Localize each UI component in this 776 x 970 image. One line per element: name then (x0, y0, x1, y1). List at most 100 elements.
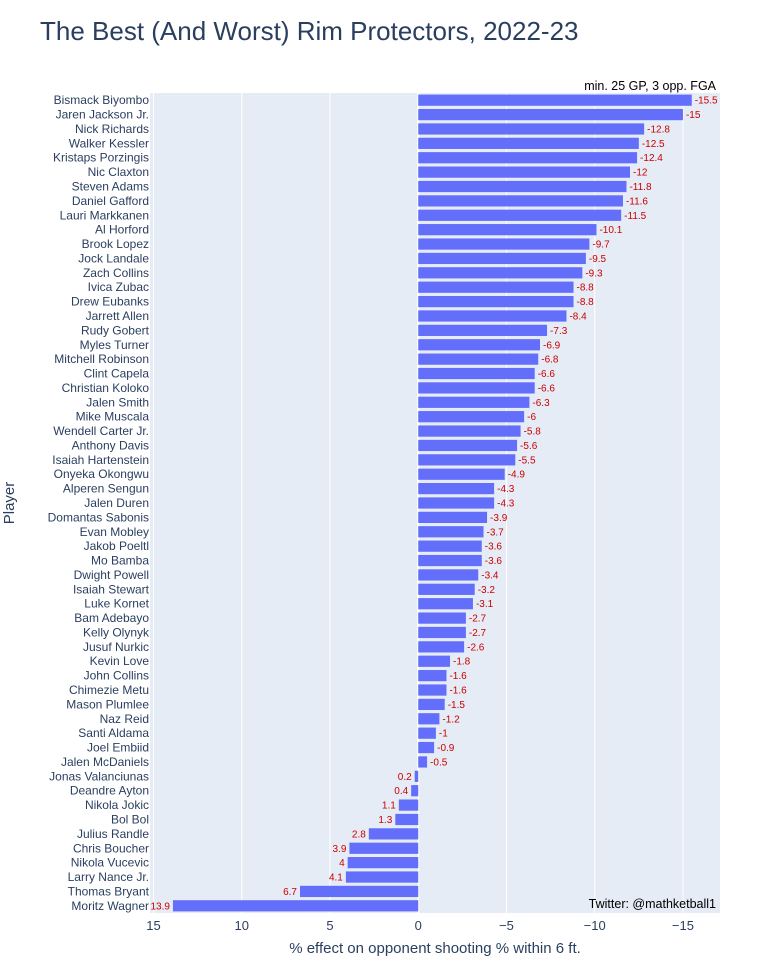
value-label: -4.9 (508, 470, 526, 481)
y-tick-label: Mo Bamba (91, 554, 149, 568)
value-label: -3.2 (478, 585, 496, 596)
value-label: -9.5 (589, 254, 607, 265)
y-tick-label: Clint Capela (84, 367, 150, 381)
x-tick-label: 5 (326, 918, 333, 933)
value-label: -1.2 (442, 714, 460, 725)
bar (418, 252, 586, 265)
y-tick-label: Nic Claxton (88, 165, 149, 179)
value-label: -12.5 (642, 139, 665, 150)
y-tick-label: Luke Kornet (84, 597, 149, 611)
annotation-bottom: Twitter: @mathketball1 (589, 897, 716, 911)
bars (172, 94, 692, 912)
y-tick-label: Santi Aldama (78, 726, 149, 740)
value-label: -8.8 (577, 297, 595, 308)
y-tick-label: Daniel Gafford (72, 194, 149, 208)
y-tick-label: Isaiah Stewart (73, 582, 150, 596)
value-label: -3.9 (490, 513, 508, 524)
bar (418, 670, 447, 682)
y-tick-label: Jakob Poeltl (84, 539, 149, 553)
value-label: -9.3 (585, 268, 603, 279)
value-label: -5.6 (520, 441, 538, 452)
bar (418, 684, 447, 696)
y-tick-label: Onyeka Okongwu (54, 467, 149, 481)
bar (418, 526, 484, 538)
y-tick-label: Myles Turner (80, 338, 149, 352)
value-label: -4.3 (497, 484, 515, 495)
bar (418, 468, 505, 480)
value-label: 0.2 (398, 772, 412, 783)
y-tick-label: Jaren Jackson Jr. (56, 108, 149, 122)
y-tick-label: Kevin Love (90, 654, 150, 668)
value-labels: -15.5-15-12.8-12.5-12.4-12-11.8-11.6-11.… (150, 96, 718, 913)
bar (418, 137, 639, 149)
value-label: -1.8 (453, 657, 471, 668)
bar (418, 425, 521, 437)
bar (414, 770, 419, 782)
x-tick-label: −10 (584, 918, 606, 933)
y-tick-label: Al Horford (95, 223, 149, 237)
value-label: -12.8 (647, 124, 670, 135)
bar (418, 396, 530, 408)
y-tick-label: Chris Boucher (73, 841, 149, 855)
value-label: -3.6 (485, 542, 503, 553)
bar (418, 382, 535, 394)
value-label: -6.6 (538, 369, 556, 380)
y-tick-label: Nick Richards (75, 122, 149, 136)
value-label: 1.3 (378, 815, 392, 826)
bar (418, 454, 516, 466)
x-tick-label: −5 (499, 918, 514, 933)
annotation-top: min. 25 GP, 3 opp. FGA (584, 79, 716, 93)
bar (418, 727, 436, 739)
bar (418, 180, 627, 193)
y-tick-label: Brook Lopez (82, 237, 149, 251)
bar (418, 152, 638, 164)
value-label: -12.4 (640, 153, 663, 164)
value-label: -3.4 (481, 570, 499, 581)
bar (418, 281, 574, 293)
y-axis-title: Player (1, 482, 18, 525)
y-tick-label: Nikola Jokic (85, 798, 149, 812)
y-tick-label: Julius Randle (77, 827, 149, 841)
value-label: -1 (439, 729, 448, 740)
value-label: -9.7 (592, 240, 610, 251)
bar (411, 785, 419, 797)
y-tick-label: Bam Adebayo (74, 611, 149, 625)
bar (418, 511, 488, 523)
y-tick-label: Naz Reid (100, 712, 149, 726)
bar (418, 123, 645, 135)
value-label: -6.9 (543, 340, 561, 351)
bar (418, 626, 466, 639)
value-label: -11.6 (626, 196, 648, 207)
bar (395, 813, 419, 826)
bar (418, 295, 574, 308)
value-label: -6.3 (532, 398, 550, 409)
y-tick-label: Jalen Smith (86, 395, 149, 409)
value-label: -1.5 (448, 700, 466, 711)
value-label: -10.1 (599, 225, 622, 236)
bar (418, 540, 482, 552)
y-tick-label: Bol Bol (111, 812, 149, 826)
value-label: -8.4 (569, 311, 587, 322)
value-label: -1.6 (449, 671, 467, 682)
bar (300, 885, 419, 898)
value-label: -11.5 (624, 211, 646, 222)
value-label: -2.7 (469, 614, 487, 625)
bar (418, 310, 567, 322)
y-tick-label: Walker Kessler (69, 136, 149, 150)
y-tick-label: Joel Embiid (87, 741, 149, 755)
y-tick-label: Jarrett Allen (86, 309, 149, 323)
bar (418, 483, 495, 495)
bar (418, 238, 590, 250)
y-tick-label: Jock Landale (78, 251, 149, 265)
bar (418, 713, 440, 725)
value-label: -1.6 (449, 686, 467, 697)
y-tick-label: Lauri Markkanen (60, 208, 149, 222)
bar (418, 108, 683, 121)
y-tick-label: Drew Eubanks (71, 295, 149, 309)
value-label: -4.3 (497, 499, 515, 510)
bar (345, 871, 419, 883)
y-tick-label: Isaiah Hartenstein (52, 453, 149, 467)
y-tick-label: Bismack Biyombo (54, 93, 150, 107)
value-label: -0.9 (437, 743, 455, 754)
